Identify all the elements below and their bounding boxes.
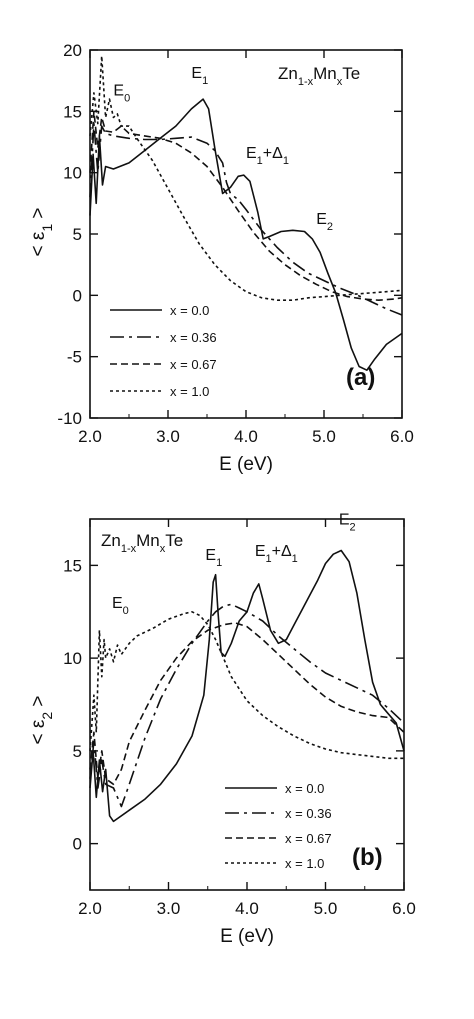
x-tick-label: 3.0 <box>156 427 180 446</box>
peak-annotation: E2 <box>339 512 356 534</box>
x-tick-label: 2.0 <box>78 427 102 446</box>
y-tick-label: 10 <box>63 649 82 668</box>
plot-frame <box>89 518 405 891</box>
y-tick-label: -5 <box>67 348 82 367</box>
x-axis-title: E (eV) <box>219 454 273 475</box>
x-axis-title: E (eV) <box>220 926 274 947</box>
series-line-x-0-67 <box>89 622 405 786</box>
y-tick-label: 5 <box>73 225 82 244</box>
legend-label: x = 0.67 <box>170 357 217 372</box>
panel-b-chart: 2.0 3.0 4.0 5.0 6.0 0 5 10 15 E (eV) < ε2 > x = 0.0… <box>28 512 416 947</box>
x-tick-label: 6.0 <box>392 899 416 918</box>
legend-label: x = 0.36 <box>285 806 332 821</box>
series-line-x-0-36 <box>89 122 403 316</box>
series-line-x-1-0 <box>89 55 403 302</box>
x-tick-label: 5.0 <box>314 899 338 918</box>
series-line-x-0-36 <box>89 603 405 808</box>
panel-label: (b) <box>352 844 383 871</box>
chart-title: Zn1-xMnxTe <box>278 64 360 88</box>
peak-annotation: E0 <box>113 82 130 104</box>
legend-label: x = 1.0 <box>285 856 324 871</box>
x-tick-label: 3.0 <box>157 899 181 918</box>
legend-label: x = 0.67 <box>285 831 332 846</box>
x-tick-label: 6.0 <box>390 427 414 446</box>
y-tick-label: 10 <box>63 164 82 183</box>
series-line-x-1-0 <box>89 610 404 760</box>
y-tick-label: 15 <box>63 556 82 575</box>
legend-label: x = 0.36 <box>170 330 217 345</box>
x-tick-label: 4.0 <box>234 427 258 446</box>
chart-title: Zn1-xMnxTe <box>101 531 183 555</box>
y-axis-title: < ε2 > <box>28 695 55 744</box>
peak-annotation: E1 <box>205 547 222 569</box>
y-tick-label: 5 <box>73 742 82 761</box>
y-tick-label: 0 <box>73 835 82 854</box>
series-line-x-0-0 <box>89 549 405 823</box>
plot-frame <box>89 49 403 419</box>
x-tick-label: 4.0 <box>235 899 259 918</box>
peak-annotation: E1 <box>191 65 208 87</box>
x-tick-label: 5.0 <box>312 427 336 446</box>
panel-a-chart: 2.0 3.0 4.0 5.0 6.0 -10 -5 0 5 10 15 20 E (eV) < ε1 >… <box>28 41 414 475</box>
y-tick-label: -10 <box>57 409 82 428</box>
x-tick-label: 2.0 <box>78 899 102 918</box>
y-axis-title: < ε1 > <box>28 207 55 256</box>
series-line-x-0-67 <box>89 110 403 302</box>
peak-annotation: E1+Δ1 <box>246 145 289 167</box>
legend-label: x = 1.0 <box>170 384 209 399</box>
panel-label: (a) <box>346 364 375 391</box>
legend-label: x = 0.0 <box>170 303 209 318</box>
peak-annotation: E1+Δ1 <box>255 543 298 565</box>
y-tick-label: 15 <box>63 102 82 121</box>
y-tick-label: 0 <box>73 286 82 305</box>
peak-annotation: E2 <box>316 211 333 233</box>
y-tick-label: 20 <box>63 41 82 60</box>
series-line-x-0-0 <box>89 98 403 372</box>
legend-label: x = 0.0 <box>285 781 324 796</box>
peak-annotation: E0 <box>112 595 129 617</box>
